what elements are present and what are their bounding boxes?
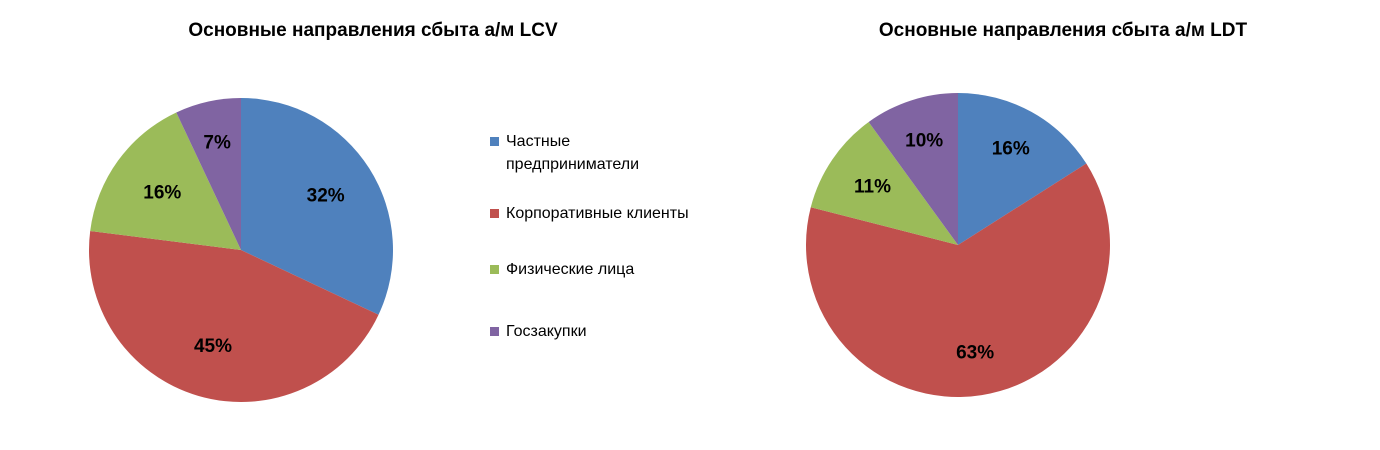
legend-label-goszakupki: Госзакупки xyxy=(506,323,587,340)
legend-swatch-fizicheskie xyxy=(490,265,499,274)
legend-label-korporativnye: Корпоративные клиенты xyxy=(506,205,689,222)
legend-item-fizicheskie: Физические лица xyxy=(490,258,736,281)
data-label-lcv-fizicheskie: 16% xyxy=(143,182,181,203)
pie-slice-ldt-goszakupki xyxy=(868,93,958,245)
legend-label-fizicheskie: Физические лица xyxy=(506,261,635,278)
data-label-lcv-chastnye: 32% xyxy=(307,186,345,207)
legend-item-goszakupki: Госзакупки xyxy=(490,320,736,343)
legend-item-chastnye: Частные предприниматели xyxy=(490,130,686,176)
pie-slice-lcv-chastnye xyxy=(241,98,393,315)
legend-item-korporativnye: Корпоративные клиенты xyxy=(490,202,736,225)
pie-slice-ldt-fizicheskie xyxy=(810,122,958,245)
data-label-ldt-korporativnye: 63% xyxy=(956,343,994,364)
pie-slice-ldt-korporativnye xyxy=(805,163,1111,397)
legend-label-chastnye: Частные предприниматели xyxy=(506,133,640,173)
lcv-chart-title: Основные направления сбыта а/м LCV xyxy=(188,20,558,41)
pie-slice-ldt-chastnye xyxy=(958,93,1087,245)
pie-slice-lcv-korporativnye xyxy=(88,230,379,402)
ldt-chart-title: Основные направления сбыта а/м LDT xyxy=(878,20,1248,41)
legend-swatch-goszakupki xyxy=(490,327,499,336)
legend-swatch-korporativnye xyxy=(490,209,499,218)
data-label-ldt-fizicheskie: 11% xyxy=(854,176,891,197)
data-label-ldt-goszakupki: 10% xyxy=(905,130,943,151)
pie-slice-lcv-goszakupki xyxy=(176,98,241,250)
data-label-lcv-goszakupki: 7% xyxy=(203,133,231,154)
legend-swatch-chastnye xyxy=(490,137,499,146)
data-label-ldt-chastnye: 16% xyxy=(992,139,1030,160)
pie-slice-lcv-fizicheskie xyxy=(90,112,241,251)
data-label-lcv-korporativnye: 45% xyxy=(194,336,232,357)
